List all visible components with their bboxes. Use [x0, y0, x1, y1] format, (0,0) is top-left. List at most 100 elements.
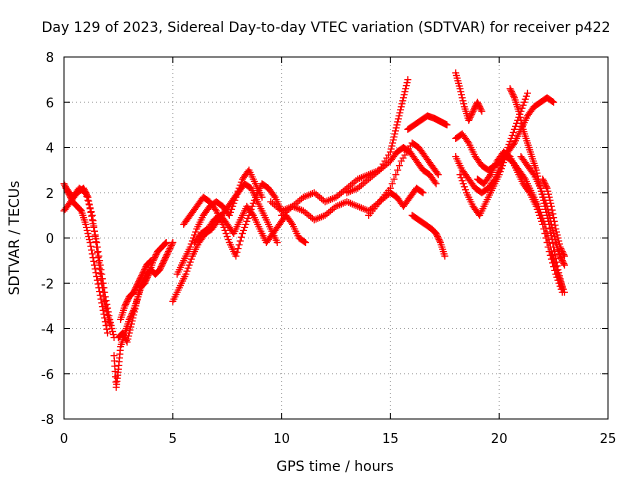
- data-point: [497, 165, 505, 173]
- data-point: [547, 255, 555, 263]
- data-point: [229, 202, 237, 210]
- data-point: [156, 266, 164, 274]
- data-point: [518, 122, 526, 130]
- data-point: [241, 223, 249, 231]
- data-point: [473, 98, 481, 106]
- data-point: [192, 228, 200, 236]
- data-point: [495, 171, 503, 179]
- data-point: [270, 192, 278, 200]
- data-point: [129, 314, 137, 322]
- data-point: [402, 82, 410, 90]
- series-arc-10: [191, 202, 310, 247]
- data-point: [541, 229, 549, 237]
- data-point: [159, 260, 167, 268]
- data-point: [300, 238, 308, 246]
- data-point: [122, 300, 130, 308]
- data-point: [507, 134, 515, 142]
- data-point: [529, 169, 537, 177]
- data-point: [83, 226, 91, 234]
- data-point: [187, 255, 195, 263]
- data-point: [546, 214, 554, 222]
- data-point: [127, 323, 135, 331]
- data-point: [237, 233, 245, 241]
- data-point: [512, 122, 520, 130]
- data-point: [230, 199, 238, 207]
- data-point: [165, 246, 173, 254]
- x-tick-label: 25: [600, 432, 617, 447]
- data-point: [82, 220, 90, 228]
- data-point: [552, 225, 560, 233]
- data-point: [441, 252, 449, 260]
- data-point: [106, 318, 114, 326]
- data-point: [464, 137, 472, 145]
- data-point: [132, 302, 140, 310]
- data-point: [142, 276, 150, 284]
- data-point: [92, 269, 100, 277]
- data-point: [432, 180, 440, 188]
- data-point: [555, 269, 563, 277]
- data-point: [85, 232, 93, 240]
- series-arc-6: [117, 257, 155, 323]
- data-point: [146, 257, 154, 265]
- data-point: [551, 266, 559, 274]
- data-point: [183, 267, 191, 275]
- data-point: [160, 257, 168, 265]
- data-point: [81, 188, 89, 196]
- data-point: [544, 205, 552, 213]
- data-point: [542, 234, 550, 242]
- data-point: [543, 184, 551, 192]
- data-point: [436, 237, 444, 245]
- data-point: [538, 187, 546, 195]
- data-point: [143, 273, 151, 281]
- data-point: [431, 178, 439, 186]
- data-point: [457, 174, 465, 182]
- data-point: [560, 252, 568, 260]
- data-point: [558, 284, 566, 292]
- data-point: [151, 254, 159, 262]
- data-point: [401, 88, 409, 96]
- data-point: [535, 211, 543, 219]
- x-tick-label: 5: [169, 432, 177, 447]
- data-point: [387, 145, 395, 153]
- data-point: [560, 261, 568, 269]
- data-point: [545, 190, 553, 198]
- data-point: [465, 116, 473, 124]
- data-point: [550, 217, 558, 225]
- data-point: [101, 318, 109, 326]
- data-point: [235, 184, 243, 192]
- series-arc-13: [343, 76, 412, 197]
- data-point: [433, 231, 441, 239]
- data-point: [400, 91, 408, 99]
- data-point: [141, 279, 149, 287]
- data-point: [225, 211, 233, 219]
- data-point: [456, 85, 464, 93]
- data-point: [551, 221, 559, 229]
- series-arc-21: [473, 148, 566, 296]
- data-point: [433, 169, 441, 177]
- data-point: [509, 91, 517, 99]
- data-point: [550, 263, 558, 271]
- data-point: [546, 251, 554, 259]
- data-point: [226, 208, 234, 216]
- data-point: [122, 337, 130, 345]
- data-point: [96, 288, 104, 296]
- x-axis-label: GPS time / hours: [276, 459, 393, 475]
- data-point: [545, 211, 553, 219]
- y-tick-label: -2: [41, 277, 54, 292]
- data-point: [96, 264, 104, 272]
- data-point: [397, 103, 405, 111]
- data-point: [505, 140, 513, 148]
- series-arc-15: [404, 112, 451, 133]
- y-tick-label: 6: [46, 96, 54, 111]
- y-tick-label: 0: [46, 232, 54, 247]
- data-point: [97, 275, 105, 283]
- data-point: [478, 107, 486, 115]
- data-point: [485, 172, 493, 180]
- data-point: [456, 171, 464, 179]
- data-point: [144, 272, 152, 280]
- data-point: [559, 249, 567, 257]
- data-point: [520, 98, 528, 106]
- data-point: [104, 311, 112, 319]
- data-point: [557, 245, 565, 253]
